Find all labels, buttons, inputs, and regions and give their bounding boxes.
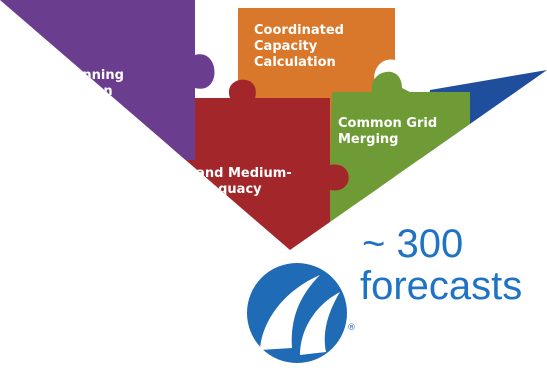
orange-piece-label-line3: Calculation [254, 55, 336, 70]
purple-piece-label-line1: tage Planning [22, 68, 124, 83]
logo-swoosh [260, 275, 320, 350]
green-piece-label-line2: Merging [338, 132, 399, 147]
logo-swoosh-2 [300, 292, 340, 355]
orange-piece-label-line1: Coordinated [254, 23, 344, 38]
green-piece-label-line1: Common Grid [338, 116, 437, 131]
registered-mark: ® [347, 323, 356, 333]
logo: ® [247, 263, 356, 363]
orange-piece-label-line2: Capacity [254, 39, 318, 54]
forecast-count: ~ 300 [362, 222, 464, 266]
red-piece-label-line2: dequacy [200, 182, 262, 197]
forecast-label: forecasts [360, 264, 523, 308]
red-piece-label-line1: t- and Medium- [180, 166, 292, 181]
purple-piece-label-line2: dination [52, 84, 113, 99]
